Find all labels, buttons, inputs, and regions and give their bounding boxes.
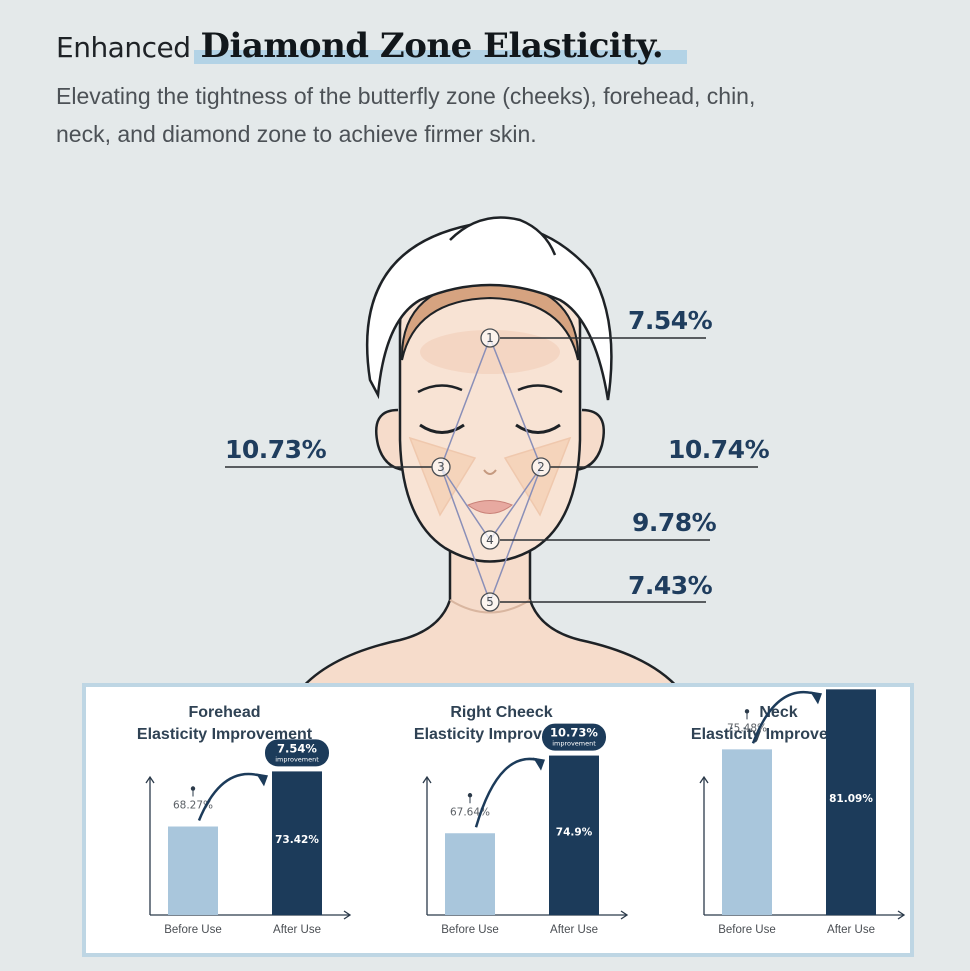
- point-num-2: 2: [537, 460, 545, 474]
- x-axis-arrow: [897, 910, 906, 920]
- pct-point-5: 7.43%: [628, 571, 713, 600]
- y-axis-arrow: [699, 775, 709, 784]
- bar-before-use: [168, 826, 218, 915]
- bar-after-use: [826, 689, 876, 915]
- category-label: After Use: [273, 924, 321, 936]
- growth-arrow: [474, 757, 544, 828]
- comparison-panel: Forehead Elasticity Improvement Before U…: [82, 683, 914, 957]
- point-marker-1: 1: [480, 328, 500, 348]
- bar-after-use: [272, 771, 322, 915]
- badge-sub: improvement: [275, 755, 319, 763]
- badge-value: 10.73%: [550, 726, 598, 740]
- headband: [365, 222, 613, 401]
- face-illustration: 1 2 3 4 5: [225, 216, 758, 690]
- chart-right-cheek: Before Use After Use 67.64% 74.9% 10.73%impr…: [422, 723, 629, 936]
- growth-arrow-head: [810, 691, 822, 705]
- headline-lead: Enhanced: [56, 31, 191, 64]
- chart-card-forehead: Forehead Elasticity Improvement Before U…: [86, 687, 363, 957]
- category-label: After Use: [827, 924, 875, 936]
- category-label: Before Use: [718, 924, 776, 936]
- category-label: After Use: [550, 924, 598, 936]
- value-label-before: 68.27%: [173, 800, 213, 812]
- chart-card-neck: Neck Elasticity Improvement Before Use Af…: [640, 687, 917, 957]
- point-num-3: 3: [437, 460, 445, 474]
- improvement-badge: [542, 723, 606, 751]
- subtitle: Elevating the tightness of the butterfly…: [56, 77, 816, 153]
- headline: Enhanced Diamond Zone Elasticity.: [56, 26, 687, 66]
- subtitle-line-1: Elevating the tightness of the butterfly…: [56, 83, 756, 109]
- growth-arrow: [751, 690, 821, 744]
- pct-point-3: 10.73%: [225, 435, 327, 464]
- chart-title-line-1: Neck: [759, 704, 798, 721]
- x-axis-arrow: [620, 910, 629, 920]
- point-num-4: 4: [486, 533, 494, 547]
- x-axis-arrow: [343, 910, 352, 920]
- chart-card-right-cheek: Right Cheeck Elasticity Improvement Befo…: [363, 687, 640, 957]
- badge-sub: improvement: [552, 740, 596, 748]
- point-markers: 1 2 3 4 5: [431, 328, 551, 612]
- point-num-5: 5: [486, 595, 494, 609]
- point-marker-3: 3: [431, 457, 451, 477]
- growth-arrow-head: [256, 773, 268, 787]
- point-marker-4: 4: [480, 530, 500, 550]
- chart-title-line-1: Forehead: [188, 704, 261, 721]
- badge-value: 7.54%: [277, 741, 317, 755]
- y-axis-arrow: [422, 775, 432, 784]
- pct-point-4: 9.78%: [632, 508, 717, 537]
- subtitle-line-2: neck, and diamond zone to achieve firmer…: [56, 121, 537, 147]
- chart-forehead: Before Use After Use 68.27% 73.42% 7.54%impr…: [145, 739, 352, 936]
- chart-title: Forehead Elasticity Improvement: [86, 702, 363, 746]
- bar-after-use: [549, 755, 599, 915]
- chart-title-line-2: Elasticity Improvement: [136, 726, 313, 743]
- value-label-after: 73.42%: [275, 834, 319, 846]
- headline-highlight: Diamond Zone Elasticity.: [194, 26, 687, 66]
- chart-title: Neck Elasticity Improvement: [640, 702, 917, 746]
- chart-title-line-1: Right Cheeck: [450, 704, 553, 721]
- bar-before-use: [445, 833, 495, 915]
- y-axis-arrow: [145, 775, 155, 784]
- value-pin: [190, 786, 196, 791]
- category-label: Before Use: [441, 924, 499, 936]
- point-marker-2: 2: [531, 457, 551, 477]
- value-label-before: 67.64%: [450, 806, 490, 818]
- point-num-1: 1: [486, 331, 494, 345]
- growth-arrow: [197, 772, 267, 821]
- improvement-badge: [265, 739, 329, 767]
- value-label-after: 74.9%: [556, 826, 593, 838]
- growth-arrow-head: [533, 757, 545, 771]
- point-marker-5: 5: [480, 592, 500, 612]
- bar-before-use: [722, 749, 772, 915]
- category-label: Before Use: [164, 924, 222, 936]
- pct-point-2: 10.74%: [668, 435, 770, 464]
- pct-point-1: 7.54%: [628, 306, 713, 335]
- value-label-after: 81.09%: [829, 793, 873, 805]
- chart-title-line-2: Elasticity Improvement: [690, 726, 867, 743]
